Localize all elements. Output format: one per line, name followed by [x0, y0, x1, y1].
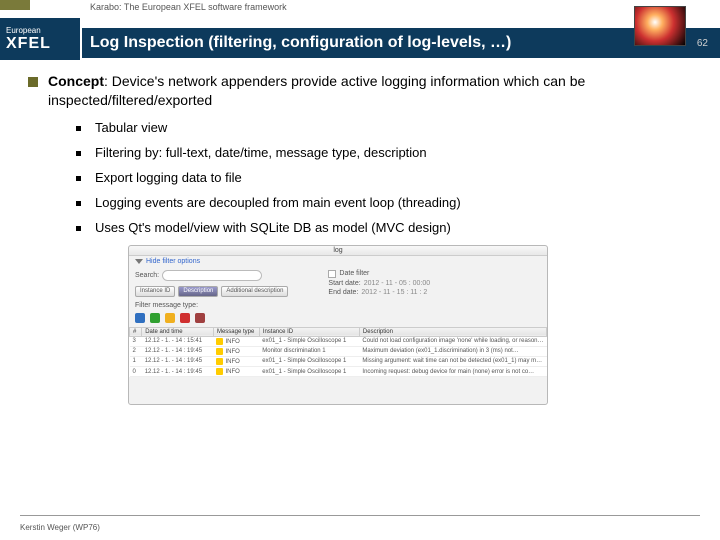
sub-bullet: Logging events are decoupled from main e…: [76, 195, 700, 210]
bullet-dot-icon: [76, 176, 81, 181]
slide-title: Log Inspection (filtering, configuration…: [90, 34, 511, 52]
logo-main-text: XFEL: [6, 35, 80, 53]
xfel-logo: European XFEL: [0, 18, 80, 60]
msgtype-icon[interactable]: [165, 313, 175, 323]
window-title: log: [129, 246, 547, 256]
end-date-value[interactable]: 2012 - 11 - 15 : 11 : 2: [361, 289, 427, 296]
msgtype-icons: [129, 311, 547, 325]
date-filter-checkbox[interactable]: [328, 270, 336, 278]
filter-column-button[interactable]: Description: [178, 286, 218, 297]
table-row[interactable]: 212.12 - 1. - 14 : 19:45INFOMonitor disc…: [130, 346, 547, 356]
header-subtitle: Karabo: The European XFEL software frame…: [90, 2, 287, 12]
sub-bullet: Export logging data to file: [76, 170, 700, 185]
table-row[interactable]: 112.12 - 1. - 14 : 19:45INFOex01_1 - Sim…: [130, 356, 547, 366]
msgtype-label: Filter message type:: [135, 302, 198, 309]
title-bar: Log Inspection (filtering, configuration…: [82, 28, 720, 58]
sub-bullet: Filtering by: full-text, date/time, mess…: [76, 145, 700, 160]
bullet-square-icon: [28, 77, 38, 87]
footer-rule: [20, 515, 700, 516]
bullet-dot-icon: [76, 151, 81, 156]
main-bullet-text: Concept: Device's network appenders prov…: [48, 72, 700, 110]
filter-column-button[interactable]: Additional description: [221, 286, 288, 297]
table-row[interactable]: 312.12 - 1. - 14 : 15:41INFOex01_1 - Sim…: [130, 336, 547, 346]
search-input[interactable]: [162, 270, 262, 281]
msgtype-icon[interactable]: [135, 313, 145, 323]
logo-top-text: European: [6, 26, 80, 35]
title-photo: [634, 6, 686, 46]
body: Concept: Device's network appenders prov…: [28, 72, 700, 500]
log-table: # Date and time Message type Instance ID…: [129, 327, 547, 377]
sub-bullet-list: Tabular view Filtering by: full-text, da…: [76, 120, 700, 235]
msgtype-icon[interactable]: [150, 313, 160, 323]
bullet-dot-icon: [76, 201, 81, 206]
msgtype-icon[interactable]: [180, 313, 190, 323]
hide-filter-toggle[interactable]: Hide filter options: [129, 256, 547, 267]
main-bullet: Concept: Device's network appenders prov…: [28, 72, 700, 110]
bullet-dot-icon: [76, 126, 81, 131]
app-screenshot: log Hide filter options Search: Instance…: [128, 245, 548, 405]
disclosure-triangle-icon: [135, 259, 143, 264]
sub-bullet: Tabular view: [76, 120, 700, 135]
filter-panel: Search: Instance ID Description Addition…: [129, 267, 547, 300]
bullet-dot-icon: [76, 226, 81, 231]
start-date-value[interactable]: 2012 - 11 - 05 : 00:00: [364, 280, 430, 287]
table-row[interactable]: 012.12 - 1. - 14 : 19:45INFOex01_1 - Sim…: [130, 367, 547, 377]
slide-number: 62: [697, 38, 708, 49]
msgtype-icon[interactable]: [195, 313, 205, 323]
filter-column-button[interactable]: Instance ID: [135, 286, 175, 297]
footer-author: Kerstin Weger (WP76): [20, 523, 100, 532]
sub-bullet: Uses Qt's model/view with SQLite DB as m…: [76, 220, 700, 235]
accent-block: [0, 0, 30, 10]
search-label: Search:: [135, 272, 159, 279]
